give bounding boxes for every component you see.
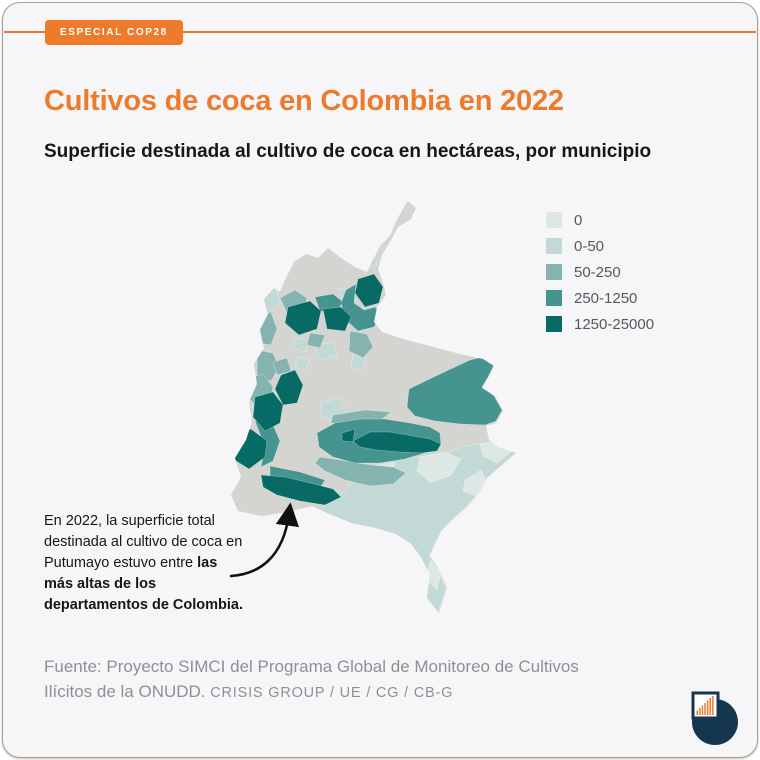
map-regions-1250-25000 <box>231 273 442 506</box>
header-rule <box>4 31 756 33</box>
legend-item: 250-1250 <box>546 289 654 307</box>
source-credits: CRISIS GROUP / UE / CG / CB-G <box>210 685 454 702</box>
logo-bar-chart-icon <box>696 696 714 715</box>
crisis-group-logo <box>687 688 743 750</box>
annotation-arrow-svg <box>229 502 300 578</box>
annotation-bold: las más altas de los departamentos de Co… <box>44 555 244 614</box>
colombia-map-svg <box>231 201 516 613</box>
legend-label: 1250-25000 <box>574 315 655 333</box>
edition-badge: ESPECIAL COP28 <box>45 20 183 45</box>
legend-swatch <box>546 316 562 332</box>
legend-item: 1250-25000 <box>546 315 655 333</box>
legend-item: 50-250 <box>546 263 654 281</box>
colombia-choropleth-map <box>225 195 535 625</box>
legend-swatch <box>546 212 562 228</box>
annotation-text: En 2022, la superficie total destinada a… <box>44 511 244 616</box>
source-main: Fuente: Proyecto SIMCI del Programa Glob… <box>44 657 579 702</box>
annotation-regular: En 2022, la superficie total destinada a… <box>44 513 243 572</box>
annotation-arrow <box>225 498 305 583</box>
legend-swatch <box>546 264 562 280</box>
legend-swatch <box>546 238 562 254</box>
page-title: Cultivos de coca en Colombia en 2022 <box>44 85 564 117</box>
source-text: Fuente: Proyecto SIMCI del Programa Glob… <box>44 654 610 705</box>
legend-item: 0-50 <box>546 237 654 255</box>
legend-item: 0 <box>546 211 654 229</box>
legend: 0 0-50 50-250 250-1250 1250-25000 <box>546 212 654 342</box>
legend-label: 250-1250 <box>574 289 638 307</box>
crisis-group-logo-svg <box>691 691 738 745</box>
legend-label: 0 <box>574 211 583 229</box>
legend-label: 0-50 <box>574 237 605 255</box>
legend-label: 50-250 <box>574 263 621 281</box>
page-subtitle: Superficie destinada al cultivo de coca … <box>44 141 652 162</box>
legend-swatch <box>546 290 562 306</box>
